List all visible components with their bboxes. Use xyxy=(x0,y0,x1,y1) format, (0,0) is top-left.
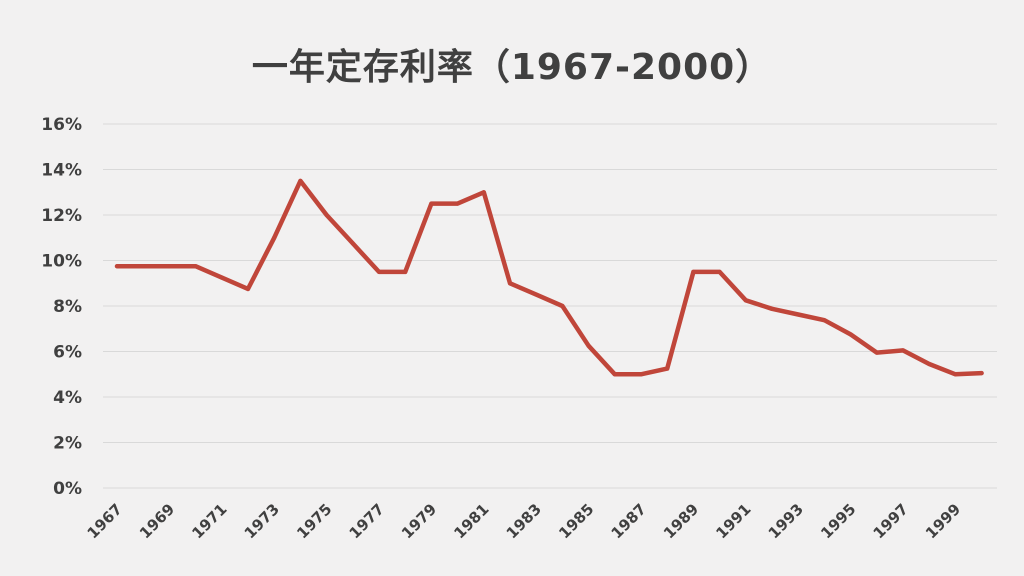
data-point xyxy=(246,286,250,291)
x-tick-label: 1983 xyxy=(503,500,545,542)
data-point xyxy=(193,264,198,269)
x-tick-label: 1993 xyxy=(765,500,807,542)
x-tick-label: 1977 xyxy=(346,500,388,542)
y-tick-label: 0% xyxy=(53,479,82,499)
y-tick-label: 2% xyxy=(53,434,82,454)
data-point xyxy=(743,298,748,303)
x-tick-label: 1967 xyxy=(84,500,126,542)
data-point xyxy=(691,269,696,274)
x-tick-label: 1997 xyxy=(870,500,912,542)
data-point xyxy=(927,362,932,367)
series-line xyxy=(114,178,984,377)
data-point xyxy=(272,235,277,240)
data-point xyxy=(796,312,801,317)
data-point xyxy=(665,366,670,371)
data-point xyxy=(481,190,486,195)
data-point xyxy=(612,372,617,377)
x-tick-label: 1999 xyxy=(922,500,964,542)
data-point xyxy=(586,343,591,348)
data-point xyxy=(508,281,512,286)
data-point xyxy=(874,350,879,355)
data-point xyxy=(377,269,381,274)
x-tick-label: 1987 xyxy=(608,500,650,542)
data-point xyxy=(822,318,827,323)
y-tick-label: 6% xyxy=(53,343,82,363)
y-tick-label: 16% xyxy=(41,115,82,135)
data-point xyxy=(115,264,119,269)
x-tick-label: 1991 xyxy=(712,500,754,542)
data-point xyxy=(429,201,434,206)
data-point xyxy=(324,213,329,217)
x-tick-label: 1969 xyxy=(136,500,178,542)
data-point xyxy=(167,264,172,269)
data-point xyxy=(639,372,643,377)
x-tick-label: 1989 xyxy=(660,500,702,542)
x-tick-label: 1973 xyxy=(241,500,283,542)
data-point xyxy=(219,275,224,280)
data-point xyxy=(979,371,984,376)
x-tick-label: 1975 xyxy=(293,500,335,542)
data-point xyxy=(350,241,355,246)
chart-title: 一年定存利率（1967-2000） xyxy=(251,47,773,88)
data-point xyxy=(901,348,905,353)
y-tick-label: 14% xyxy=(41,161,82,181)
x-tick-label: 1995 xyxy=(817,500,859,542)
y-tick-label: 8% xyxy=(53,297,82,317)
data-point xyxy=(717,269,722,274)
x-tick-label: 1971 xyxy=(188,500,230,542)
data-point xyxy=(403,269,408,274)
data-point xyxy=(953,372,958,377)
data-point xyxy=(298,178,303,183)
data-point xyxy=(848,332,853,337)
x-tick-label: 1979 xyxy=(398,500,440,542)
x-tick-label: 1985 xyxy=(555,500,597,542)
data-point xyxy=(141,264,146,269)
data-point xyxy=(770,306,774,311)
y-tick-label: 10% xyxy=(41,252,82,272)
data-point xyxy=(560,304,565,308)
y-tick-label: 4% xyxy=(53,388,82,408)
data-point xyxy=(455,201,460,206)
y-tick-label: 12% xyxy=(41,206,82,226)
x-tick-label: 1981 xyxy=(450,500,492,542)
data-point xyxy=(534,292,539,297)
